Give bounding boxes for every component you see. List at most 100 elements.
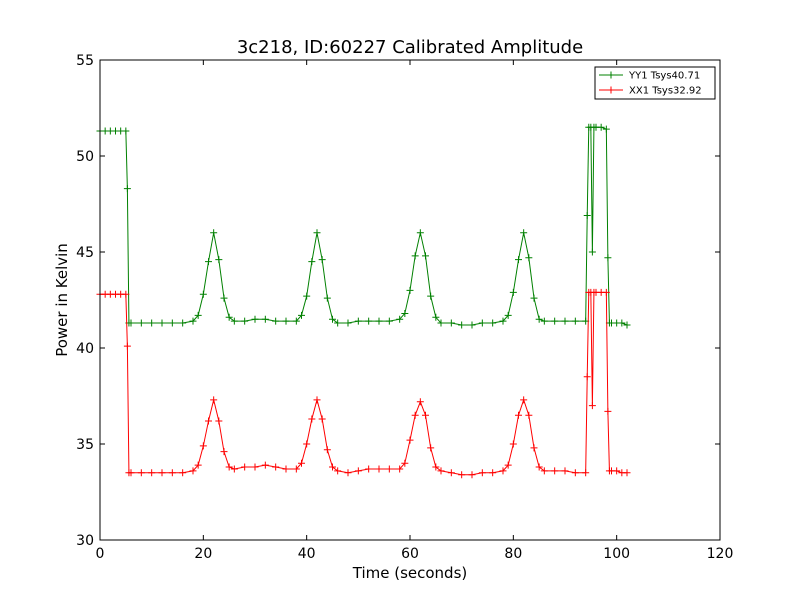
series-1-point <box>396 315 404 323</box>
series-2-point <box>385 465 393 473</box>
series-2-point <box>551 467 559 475</box>
series-1-point <box>583 212 591 220</box>
x-tick-label: 120 <box>707 546 734 562</box>
series-2-point <box>525 411 533 419</box>
series-2-point <box>437 467 445 475</box>
y-axis-label: Power in Kelvin <box>53 243 71 357</box>
series-1-point <box>168 319 176 327</box>
series-1-point <box>298 311 305 319</box>
series-2-point <box>122 290 130 298</box>
series-2-point <box>148 469 156 477</box>
series-1-point <box>385 317 393 325</box>
series-2-point <box>375 465 383 473</box>
series-2-point <box>230 465 238 473</box>
series-1-point <box>468 321 476 329</box>
legend: YY1 Tsys40.71 XX1 Tsys32.92 <box>594 66 716 100</box>
series-2-point <box>298 459 305 467</box>
series-2-point <box>323 446 331 454</box>
series-1-point <box>225 313 233 321</box>
series-1-point <box>205 258 212 266</box>
series-1-point <box>618 319 626 327</box>
series-1-point <box>551 317 559 325</box>
series-1-point <box>241 317 249 325</box>
series-2-point <box>123 342 131 350</box>
series-1-point <box>365 317 373 325</box>
series-1-point <box>261 315 269 323</box>
series-1-point <box>422 252 429 260</box>
series-2-point <box>561 467 569 475</box>
series-1-point <box>189 317 197 325</box>
series-2-point <box>396 465 404 473</box>
series-1-point <box>411 252 419 260</box>
legend-marker <box>607 86 615 94</box>
series-1-point <box>215 256 223 264</box>
series-2-point <box>623 469 631 477</box>
series-1-point <box>282 317 290 325</box>
series-2-point <box>261 461 269 469</box>
series-2-point <box>427 444 435 452</box>
series-1-point <box>499 317 507 325</box>
series-1-point <box>158 319 166 327</box>
x-axis-label: Time (seconds) <box>352 564 468 582</box>
series-2-point <box>411 411 419 419</box>
series-1 <box>96 123 631 329</box>
series-1-point <box>137 319 145 327</box>
series-1-point <box>478 319 486 327</box>
series-2-point <box>588 402 596 410</box>
series-2-point <box>215 417 223 425</box>
series-1-point <box>329 315 336 323</box>
plot-area: 0 20 40 60 80 100 120 30 35 40 45 50 55 <box>76 53 733 562</box>
legend-item-2: XX1 Tsys32.92 <box>599 86 702 97</box>
series-1-point <box>602 125 610 133</box>
series-1-point <box>148 319 156 327</box>
series-2-point <box>582 469 590 477</box>
series-1-point <box>230 317 238 325</box>
series-2-point <box>489 469 497 477</box>
series-1-point <box>354 317 362 325</box>
legend-label: YY1 Tsys40.71 <box>628 71 700 82</box>
series-2-point <box>509 440 517 448</box>
series-2-point <box>168 469 176 477</box>
series-1-point <box>432 313 440 321</box>
y-tick-label: 45 <box>76 245 94 261</box>
series-1-point <box>344 319 352 327</box>
series-2-point <box>499 467 507 475</box>
series-1-point <box>571 317 579 325</box>
series-2-point <box>530 444 538 452</box>
series-2-point <box>416 398 424 406</box>
series-1-point <box>323 294 331 302</box>
series-2-point <box>282 465 290 473</box>
series-2-point <box>329 463 336 471</box>
series-1-point <box>504 311 512 319</box>
series-2-point <box>515 411 522 419</box>
chart-title: 3c218, ID:60227 Calibrated Amplitude <box>237 37 583 58</box>
legend-marker <box>607 71 615 79</box>
y-tick-label: 30 <box>76 533 94 549</box>
series-2-point <box>127 469 135 477</box>
series-1-point <box>604 254 612 262</box>
legend-label: XX1 Tsys32.92 <box>629 86 702 97</box>
series-1-point <box>123 185 131 193</box>
series-1-point <box>623 321 631 329</box>
series-2-point <box>313 396 321 404</box>
series-2-point <box>613 467 621 475</box>
series-2-point <box>158 469 166 477</box>
series-1-point <box>588 248 596 256</box>
series-1-point <box>318 256 326 264</box>
series-2-point <box>189 467 197 475</box>
x-tick-label: 0 <box>96 546 105 562</box>
series-1-point <box>406 286 414 294</box>
series-2-point <box>520 396 528 404</box>
series-2-point <box>447 469 455 477</box>
series-2-point <box>318 415 326 423</box>
series-1-point <box>375 317 383 325</box>
x-tick-label: 40 <box>298 546 316 562</box>
series-2-point <box>365 465 373 473</box>
series-1-point <box>251 315 259 323</box>
legend-box <box>594 66 716 100</box>
series-2-point <box>535 463 543 471</box>
series-2-point <box>137 469 145 477</box>
series-1-point <box>308 258 316 266</box>
series-1-point <box>447 319 455 327</box>
series-1-point <box>525 254 533 262</box>
